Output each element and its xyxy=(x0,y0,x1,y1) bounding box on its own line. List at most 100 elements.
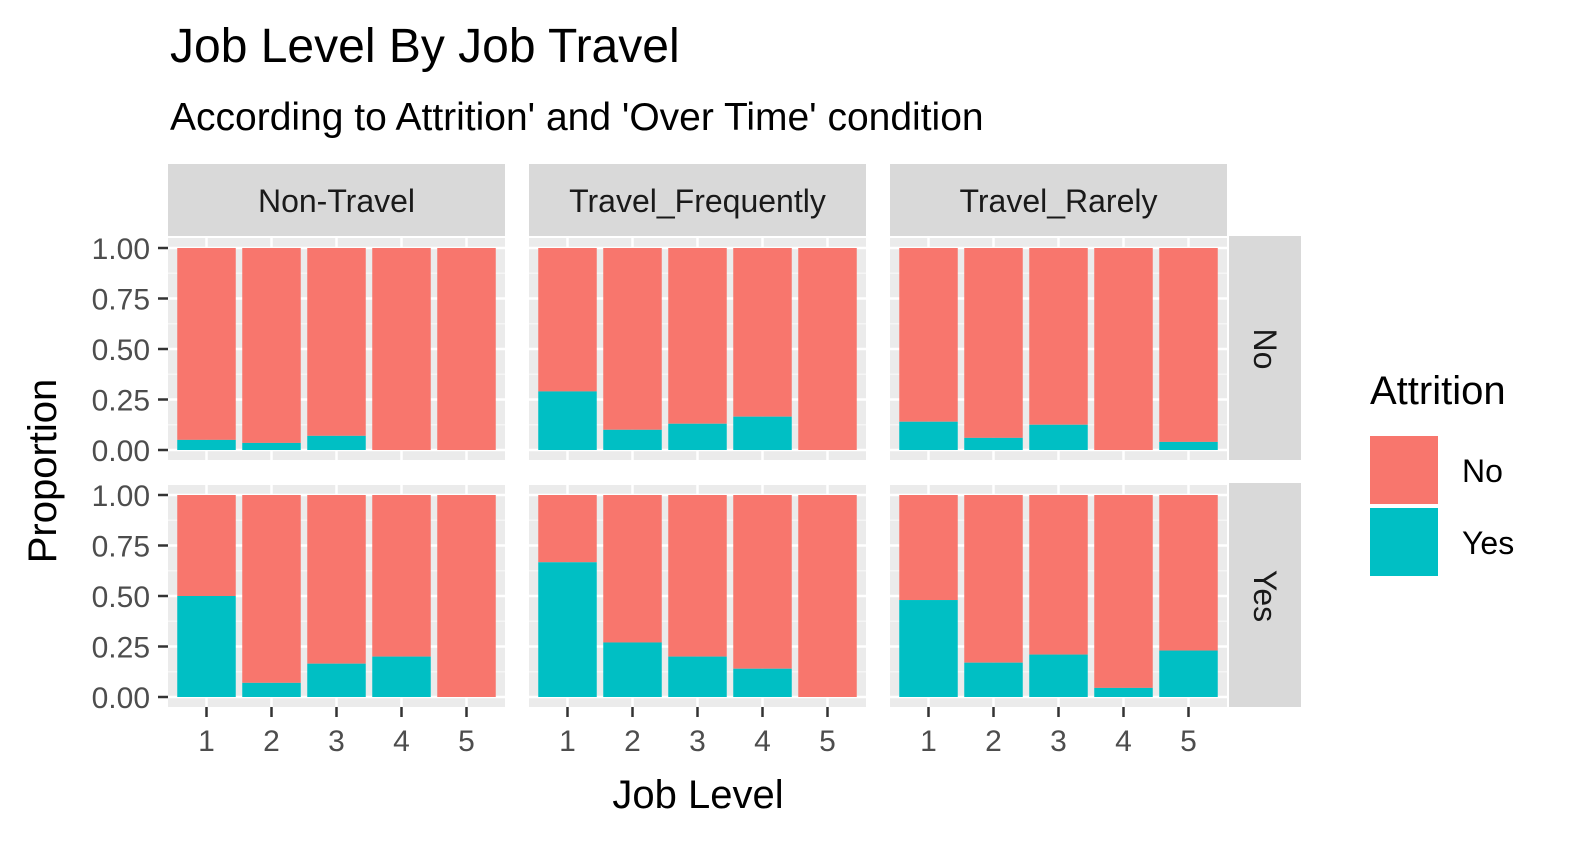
x-tick-label: 2 xyxy=(263,725,280,758)
bar-segment-yes xyxy=(242,442,301,450)
facet-strip-label: Non-Travel xyxy=(258,183,415,219)
facet-strip-0 xyxy=(168,164,505,236)
bar-segment-yes xyxy=(372,656,431,697)
bar-segment-yes xyxy=(964,662,1023,697)
y-tick-label: 0.00 xyxy=(92,435,150,468)
panel-Travel_Rarely-No xyxy=(890,238,1227,460)
bar-segment-no xyxy=(372,248,431,450)
y-tick-label: 0.25 xyxy=(92,632,150,665)
bar-segment-no xyxy=(307,495,366,664)
panel-Travel_Frequently-No xyxy=(529,238,866,460)
bar-segment-no xyxy=(798,495,857,697)
y-tick-label: 1.00 xyxy=(92,233,150,266)
bar-segment-yes xyxy=(1029,654,1088,697)
bar-segment-yes xyxy=(538,562,597,697)
y-axis-title: Proportion xyxy=(21,379,65,564)
y-tick-label: 1.00 xyxy=(92,480,150,513)
x-tick-label: 2 xyxy=(985,725,1002,758)
x-tick-label: 4 xyxy=(1115,725,1132,758)
x-tick-label: 1 xyxy=(559,725,576,758)
x-tick-label: 1 xyxy=(198,725,215,758)
bar-segment-no xyxy=(538,495,597,563)
bar-segment-no xyxy=(437,495,496,697)
bar-segment-no xyxy=(242,495,301,683)
facet-row-strip-0 xyxy=(1229,236,1301,460)
bar-segment-no xyxy=(177,495,236,596)
facet-row-label: Yes xyxy=(1247,570,1283,622)
bar-segment-yes xyxy=(177,439,236,450)
x-tick-label: 3 xyxy=(1050,725,1067,758)
facet-strip-label: Travel_Rarely xyxy=(960,183,1158,219)
y-tick-label: 0.50 xyxy=(92,581,150,614)
bar-segment-yes xyxy=(242,682,301,697)
y-tick-label: 0.75 xyxy=(92,531,150,564)
panel-Travel_Rarely-Yes xyxy=(890,485,1227,707)
bar-segment-no xyxy=(733,248,792,417)
bar-segment-yes xyxy=(1029,424,1088,450)
x-tick-label: 4 xyxy=(393,725,410,758)
bar-segment-no xyxy=(242,248,301,443)
bar-segment-no xyxy=(798,248,857,450)
facet-strip-1 xyxy=(529,164,866,236)
bar-segment-no xyxy=(733,495,792,669)
panel-Travel_Frequently-Yes xyxy=(529,485,866,707)
legend-label: Yes xyxy=(1462,525,1514,561)
y-tick-label: 0.00 xyxy=(92,682,150,715)
bar-segment-yes xyxy=(538,391,597,450)
y-tick-label: 0.75 xyxy=(92,284,150,317)
bar-segment-no xyxy=(538,248,597,392)
y-tick-label: 0.50 xyxy=(92,334,150,367)
bar-segment-no xyxy=(177,248,236,440)
facet-row-strip-1 xyxy=(1229,483,1301,707)
bar-segment-yes xyxy=(603,642,662,697)
facet-row-label: No xyxy=(1247,329,1283,370)
bar-segment-no xyxy=(964,495,1023,663)
legend-title: Attrition xyxy=(1370,369,1506,413)
bar-segment-yes xyxy=(733,416,792,450)
bar-segment-no xyxy=(1094,248,1153,450)
legend-label: No xyxy=(1462,453,1503,489)
bar-segment-yes xyxy=(307,435,366,450)
bar-segment-no xyxy=(603,495,662,643)
bar-segment-no xyxy=(1029,248,1088,425)
bar-segment-yes xyxy=(964,437,1023,450)
bar-segment-yes xyxy=(1094,687,1153,697)
bar-segment-no xyxy=(899,495,958,601)
panel-Non-Travel-No xyxy=(168,238,505,460)
x-tick-label: 3 xyxy=(689,725,706,758)
y-tick-label: 0.25 xyxy=(92,385,150,418)
bar-segment-yes xyxy=(177,596,236,697)
bar-segment-no xyxy=(1159,495,1218,651)
x-tick-label: 4 xyxy=(754,725,771,758)
bar-segment-no xyxy=(307,248,366,436)
bar-segment-no xyxy=(1159,248,1218,442)
bar-segment-yes xyxy=(668,656,727,697)
bar-segment-no xyxy=(668,248,727,424)
x-tick-label: 1 xyxy=(920,725,937,758)
bar-segment-no xyxy=(603,248,662,430)
legend: Attrition No Yes xyxy=(1370,369,1514,576)
legend-key-no xyxy=(1370,436,1438,504)
panel-Non-Travel-Yes xyxy=(168,485,505,707)
chart-subtitle: According to Attrition' and 'Over Time' … xyxy=(170,96,984,139)
bar-segment-yes xyxy=(668,423,727,450)
bar-segment-yes xyxy=(1159,650,1218,697)
facet-strip-2 xyxy=(890,164,1227,236)
legend-key-yes xyxy=(1370,508,1438,576)
panels-layer: Non-Travel Travel_Frequently Travel_Rarely… xyxy=(92,164,1301,758)
bar-segment-yes xyxy=(1159,441,1218,450)
bar-segment-yes xyxy=(603,429,662,450)
bar-segment-no xyxy=(437,248,496,450)
bar-segment-no xyxy=(1094,495,1153,688)
x-tick-label: 5 xyxy=(819,725,836,758)
x-axis-title: Job Level xyxy=(612,773,783,817)
bar-segment-yes xyxy=(733,668,792,697)
x-tick-label: 5 xyxy=(458,725,475,758)
bar-segment-no xyxy=(668,495,727,657)
chart-title: Job Level By Job Travel xyxy=(170,20,680,73)
bar-segment-no xyxy=(964,248,1023,438)
facet-strip-label: Travel_Frequently xyxy=(569,183,826,219)
x-tick-label: 5 xyxy=(1180,725,1197,758)
bar-segment-no xyxy=(899,248,958,422)
